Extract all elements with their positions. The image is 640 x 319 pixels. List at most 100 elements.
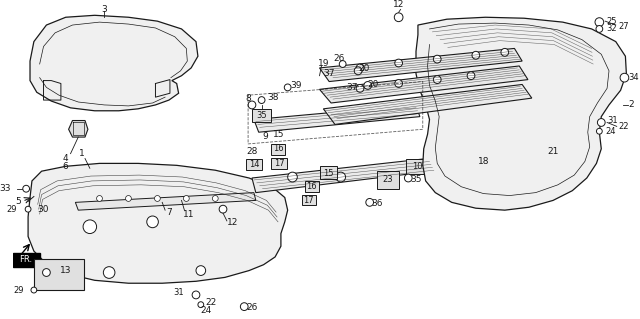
Text: 26: 26: [333, 54, 344, 63]
Text: 7: 7: [166, 208, 172, 217]
Text: 1: 1: [79, 149, 85, 158]
Circle shape: [433, 55, 441, 63]
Circle shape: [472, 51, 480, 59]
Circle shape: [241, 303, 248, 310]
Text: 20: 20: [358, 64, 369, 73]
Text: 20: 20: [368, 80, 380, 89]
Circle shape: [23, 185, 29, 192]
Text: 24: 24: [605, 127, 616, 136]
Text: 31: 31: [174, 288, 184, 298]
Text: 38: 38: [268, 93, 279, 102]
Text: 8: 8: [245, 93, 251, 103]
Text: 37: 37: [347, 83, 358, 92]
FancyBboxPatch shape: [406, 159, 428, 174]
FancyBboxPatch shape: [302, 195, 316, 205]
FancyBboxPatch shape: [34, 259, 84, 290]
Text: 29: 29: [13, 286, 24, 294]
Text: 11: 11: [182, 210, 194, 219]
Text: 3: 3: [102, 5, 107, 14]
Text: 13: 13: [60, 266, 72, 275]
Text: 16: 16: [273, 144, 284, 153]
Text: 15: 15: [273, 130, 285, 139]
Circle shape: [404, 174, 412, 182]
Text: 33: 33: [0, 184, 11, 193]
Circle shape: [433, 76, 441, 84]
Text: 28: 28: [246, 147, 258, 156]
Circle shape: [596, 26, 603, 32]
Text: 16: 16: [307, 182, 317, 191]
Circle shape: [103, 267, 115, 278]
Text: 6: 6: [63, 162, 68, 171]
Text: 27: 27: [619, 21, 629, 31]
FancyBboxPatch shape: [305, 181, 319, 192]
Text: 12: 12: [227, 218, 238, 227]
Polygon shape: [416, 17, 627, 210]
Circle shape: [212, 196, 218, 201]
Circle shape: [380, 172, 389, 182]
Text: 26: 26: [246, 303, 258, 312]
Text: FR.: FR.: [20, 255, 33, 264]
Polygon shape: [252, 159, 433, 193]
Text: 2: 2: [628, 100, 634, 109]
Text: 31: 31: [607, 116, 618, 125]
FancyBboxPatch shape: [271, 144, 285, 155]
Text: 9: 9: [262, 132, 268, 141]
Polygon shape: [437, 146, 532, 176]
FancyBboxPatch shape: [319, 166, 337, 179]
Text: 17: 17: [303, 196, 314, 205]
Text: 12: 12: [393, 0, 404, 9]
Text: 36: 36: [372, 199, 383, 208]
Text: 24: 24: [200, 306, 211, 315]
Circle shape: [219, 205, 227, 213]
Text: 35: 35: [256, 111, 267, 120]
Text: 30: 30: [38, 205, 49, 214]
Circle shape: [42, 269, 51, 276]
Circle shape: [395, 59, 403, 67]
Circle shape: [184, 196, 189, 201]
Circle shape: [596, 128, 602, 134]
Text: 4: 4: [63, 154, 68, 163]
Text: 39: 39: [291, 81, 302, 90]
Circle shape: [356, 64, 364, 72]
Text: 32: 32: [606, 25, 617, 33]
Circle shape: [364, 82, 372, 89]
Text: 21: 21: [547, 147, 559, 156]
Circle shape: [356, 85, 364, 92]
Circle shape: [192, 291, 200, 299]
Circle shape: [284, 84, 291, 91]
Polygon shape: [319, 48, 522, 82]
Circle shape: [339, 61, 346, 67]
Circle shape: [620, 73, 628, 82]
Circle shape: [31, 287, 36, 293]
Text: 5: 5: [15, 197, 21, 206]
Circle shape: [198, 302, 204, 308]
FancyBboxPatch shape: [13, 253, 40, 267]
Circle shape: [287, 172, 298, 182]
Text: 29: 29: [6, 205, 17, 214]
Text: 35: 35: [410, 175, 422, 184]
Circle shape: [336, 172, 346, 182]
Circle shape: [597, 119, 605, 126]
Polygon shape: [323, 85, 532, 124]
Circle shape: [147, 216, 158, 228]
Text: 14: 14: [248, 160, 259, 169]
Text: 22: 22: [619, 122, 629, 131]
Circle shape: [196, 266, 205, 275]
FancyBboxPatch shape: [271, 158, 287, 169]
Circle shape: [395, 80, 403, 87]
Polygon shape: [254, 105, 420, 132]
FancyBboxPatch shape: [378, 171, 399, 189]
Circle shape: [97, 196, 102, 201]
Text: 15: 15: [323, 169, 333, 178]
Polygon shape: [319, 66, 528, 103]
Text: 18: 18: [478, 157, 490, 166]
Polygon shape: [28, 163, 287, 283]
Circle shape: [366, 198, 374, 206]
Polygon shape: [30, 15, 198, 111]
Circle shape: [258, 97, 265, 103]
Circle shape: [355, 67, 362, 75]
Circle shape: [501, 48, 509, 56]
Text: 10: 10: [412, 162, 422, 171]
Circle shape: [154, 196, 160, 201]
Text: 25: 25: [606, 17, 616, 26]
